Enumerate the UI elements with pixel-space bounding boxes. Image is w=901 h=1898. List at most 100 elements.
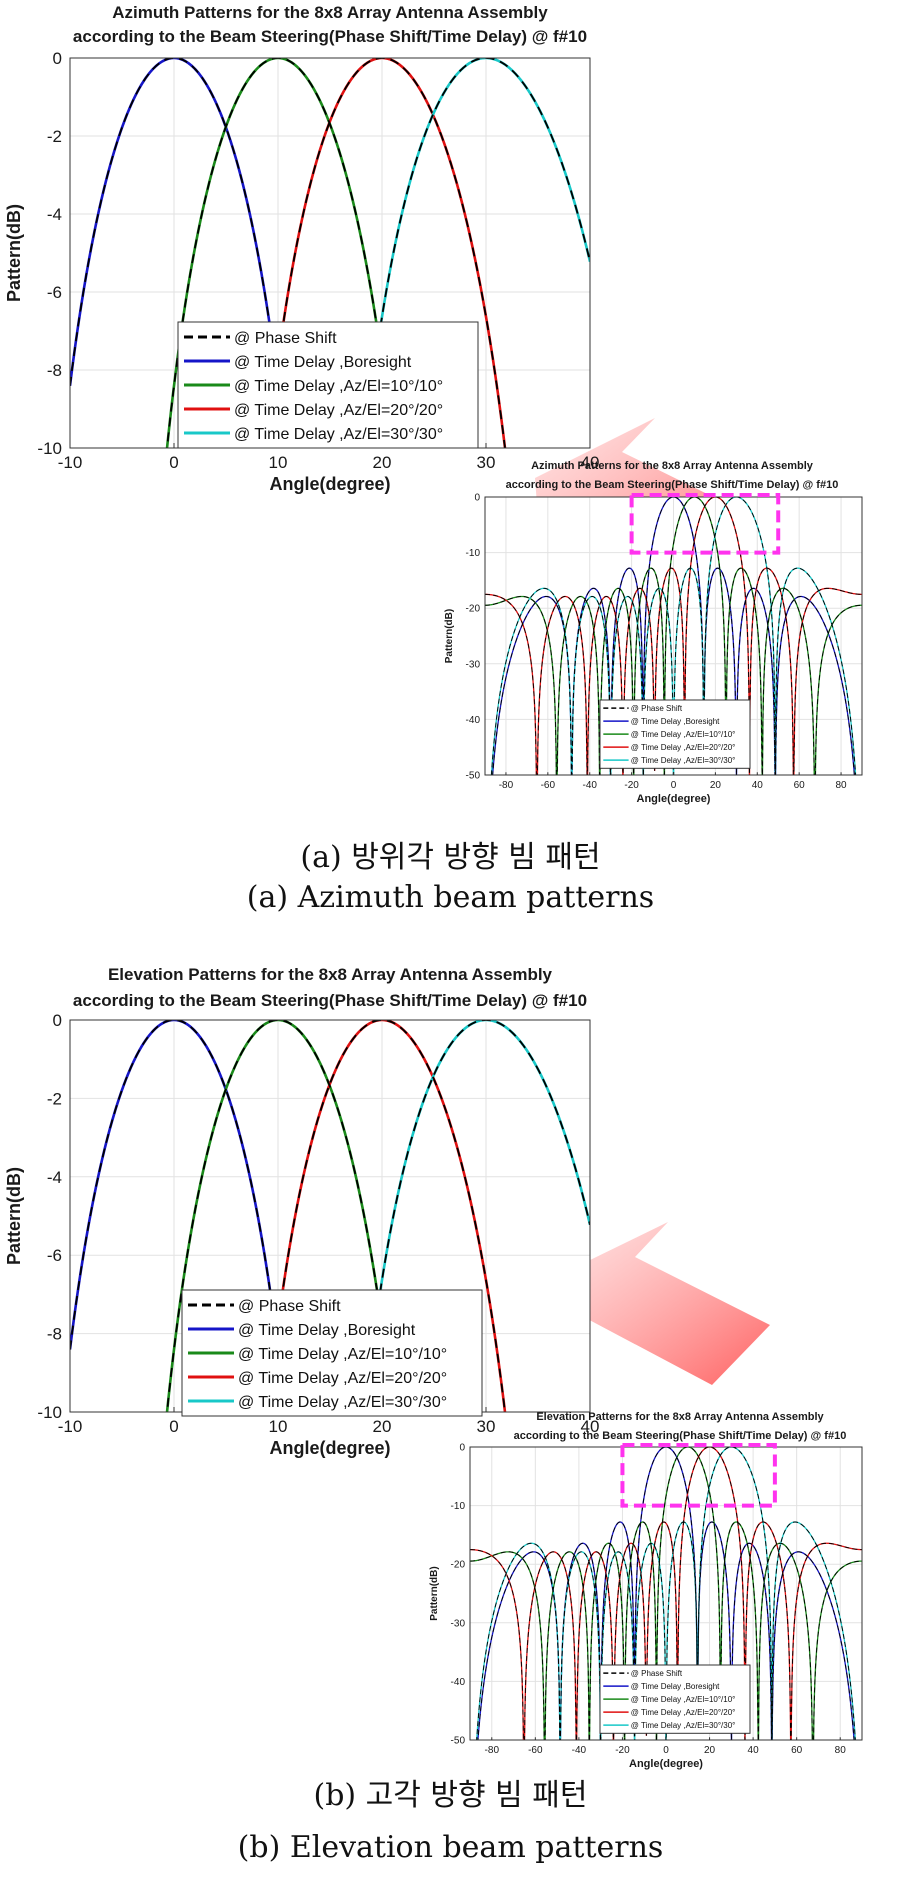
- series-line-phase-shift-30: [476, 1447, 856, 1740]
- series-line-phase-shift-10: [166, 1020, 394, 1412]
- legend-label: @ Time Delay ,Az/El=30°/30°: [631, 756, 736, 765]
- series-line-phase-shift-20: [266, 1020, 506, 1412]
- y-tick-label: -30: [466, 659, 481, 670]
- legend-label: @ Time Delay ,Az/El=20°/20°: [234, 402, 443, 419]
- series-line-time-delay-0: [477, 1447, 855, 1740]
- y-tick-label: -30: [451, 1618, 466, 1629]
- legend-label: @ Time Delay ,Boresight: [234, 354, 412, 371]
- y-axis-label: Pattern(dB): [444, 609, 455, 663]
- x-tick-label: 20: [373, 1417, 392, 1436]
- legend-label: @ Time Delay ,Az/El=10°/10°: [238, 1346, 447, 1363]
- x-tick-label: 10: [269, 453, 288, 472]
- y-tick-label: -10: [466, 548, 481, 559]
- y-tick-label: 0: [459, 1443, 465, 1454]
- series-line-phase-shift-20: [470, 1447, 862, 1740]
- x-tick-label: -20: [624, 780, 639, 791]
- legend: @ Phase Shift @ Time Delay ,Boresight @ Ti…: [599, 699, 751, 769]
- y-tick-label: -40: [451, 1677, 466, 1688]
- x-axis-label: Angle(degree): [637, 793, 711, 805]
- chart-title-line: according to the Beam Steering(Phase Shi…: [73, 991, 587, 1010]
- legend-label: @ Time Delay ,Az/El=30°/30°: [234, 426, 443, 443]
- x-tick-label: -40: [572, 1745, 587, 1756]
- x-tick-label: -40: [582, 780, 597, 791]
- chart-title-line: according to the Beam Steering(Phase Shi…: [73, 27, 587, 46]
- x-tick-label: 30: [477, 1417, 496, 1436]
- chart-title-line: Elevation Patterns for the 8x8 Array Ant…: [108, 965, 553, 984]
- series-line-phase-shift-10: [470, 1447, 862, 1740]
- series-line-phase-shift-30: [363, 1020, 590, 1412]
- legend-label: @ Phase Shift: [631, 1669, 683, 1678]
- y-axis-label: Pattern(dB): [4, 1167, 24, 1265]
- y-tick-label: -6: [47, 283, 62, 302]
- highlight-box: [620, 1443, 777, 1508]
- highlight-box: [629, 493, 781, 555]
- chart-title-line: Azimuth Patterns for the 8x8 Array Anten…: [112, 3, 548, 22]
- x-tick-label: 40: [748, 1745, 760, 1756]
- y-tick-label: -10: [37, 1403, 62, 1422]
- y-tick-label: -8: [47, 361, 62, 380]
- series-line-phase-shift-10: [485, 497, 862, 775]
- y-tick-label: -40: [466, 715, 481, 726]
- chart-azimuth-full: -80 -60 -40 -20 0 20 40 60 80 0 -10 -20 -30 -40 -50 Ang…: [444, 460, 863, 805]
- x-tick-label: 40: [581, 1417, 600, 1436]
- x-tick-label: 40: [581, 453, 600, 472]
- y-tick-label: -20: [451, 1560, 466, 1571]
- x-tick-label: 0: [663, 1745, 669, 1756]
- x-tick-label: 0: [169, 453, 178, 472]
- legend-label: @ Time Delay ,Az/El=20°/20°: [631, 743, 736, 752]
- x-tick-label: -60: [541, 780, 556, 791]
- legend-label: @ Time Delay ,Boresight: [631, 717, 720, 726]
- y-axis-label: Pattern(dB): [4, 204, 24, 302]
- y-tick-label: 0: [474, 493, 480, 504]
- chart-azimuth-zoom: -10 0 10 20 30 40 0 -2 -4 -6 -8 -10 Angle(degree) Pat…: [4, 3, 600, 494]
- x-tick-label: -20: [615, 1745, 630, 1756]
- y-tick-label: -6: [47, 1246, 62, 1265]
- series-line-phase-shift-20: [485, 497, 862, 775]
- legend-label: @ Time Delay ,Az/El=20°/20°: [631, 1708, 736, 1717]
- x-axis-label: Angle(degree): [269, 474, 390, 494]
- series-line-phase-shift-0: [70, 58, 286, 448]
- caption-b-korean: (b) 고각 방향 빔 패턴: [313, 1778, 588, 1813]
- chart-elevation-zoom: -10 0 10 20 30 40 0 -2 -4 -6 -8 -10 Angle(degree) Pat…: [4, 965, 600, 1458]
- x-tick-label: -80: [499, 780, 514, 791]
- series-line-time-delay-20: [266, 58, 507, 448]
- x-tick-label: 80: [835, 1745, 847, 1756]
- chart-title-line: according to the Beam Steering(Phase Shi…: [506, 479, 839, 491]
- x-axis-label: Angle(degree): [269, 1438, 390, 1458]
- x-tick-label: -10: [58, 1417, 83, 1436]
- legend-label: @ Phase Shift: [631, 704, 683, 713]
- y-tick-label: -20: [466, 604, 481, 615]
- y-tick-label: -50: [451, 1736, 466, 1747]
- y-tick-label: -4: [47, 1168, 62, 1187]
- legend-label: @ Phase Shift: [234, 330, 337, 347]
- chart-title-line: Elevation Patterns for the 8x8 Array Ant…: [536, 1411, 824, 1423]
- x-tick-label: -80: [485, 1745, 500, 1756]
- legend: @ Phase Shift @ Time Delay ,Boresight @ Ti…: [599, 1664, 751, 1734]
- y-tick-label: -4: [47, 205, 62, 224]
- x-tick-label: -60: [528, 1745, 543, 1756]
- legend-label: @ Time Delay ,Az/El=20°/20°: [238, 1370, 447, 1387]
- y-axis-label: Pattern(dB): [429, 1566, 440, 1620]
- x-tick-label: -10: [58, 453, 83, 472]
- y-tick-label: -50: [466, 771, 481, 782]
- y-tick-label: -10: [451, 1501, 466, 1512]
- x-axis-label: Angle(degree): [629, 1758, 703, 1770]
- chart-title-line: Azimuth Patterns for the 8x8 Array Anten…: [531, 460, 814, 472]
- caption-a-english: (a) Azimuth beam patterns: [246, 880, 655, 915]
- legend: @ Phase Shift @ Time Delay ,Boresight @ Ti…: [177, 321, 479, 449]
- chart-title-line: according to the Beam Steering(Phase Shi…: [514, 1430, 847, 1442]
- y-tick-label: 0: [53, 49, 62, 68]
- x-tick-label: 40: [752, 780, 764, 791]
- y-tick-label: 0: [53, 1011, 62, 1030]
- series-line-phase-shift-10: [166, 58, 394, 448]
- legend-label: @ Time Delay ,Az/El=10°/10°: [234, 378, 443, 395]
- x-tick-label: 60: [791, 1745, 803, 1756]
- x-tick-label: 0: [671, 780, 677, 791]
- arrow-icon: [545, 1222, 770, 1385]
- legend-label: @ Time Delay ,Az/El=10°/10°: [631, 1695, 736, 1704]
- x-tick-label: 10: [269, 1417, 288, 1436]
- y-tick-label: -2: [47, 127, 62, 146]
- caption-b-english: (b) Elevation beam patterns: [237, 1830, 664, 1865]
